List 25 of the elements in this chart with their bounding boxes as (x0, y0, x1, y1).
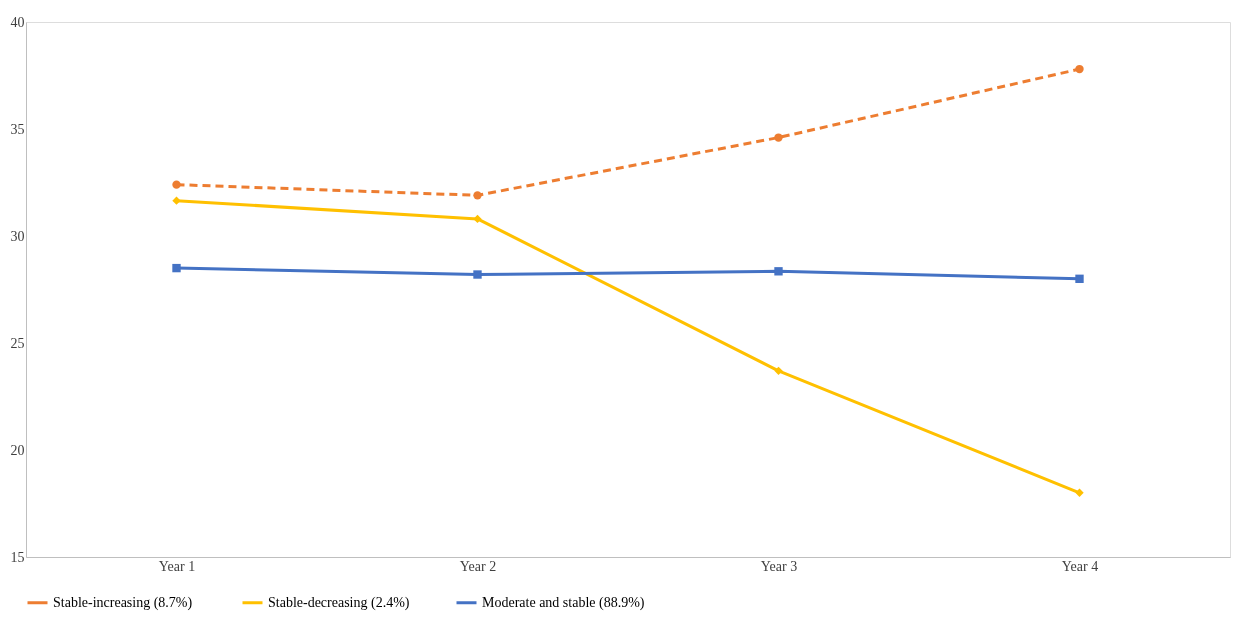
y-tick-label: 40 (10, 14, 25, 30)
point (172, 196, 181, 205)
point (1075, 64, 1084, 74)
point (473, 214, 482, 224)
x-tick-label: Year 3 (760, 558, 798, 574)
legend-label: Stable-increasing (8.7%) (53, 594, 193, 611)
y-tick-label: 15 (10, 549, 25, 565)
point (774, 133, 783, 142)
y-tick-label: 35 (10, 121, 25, 137)
point (473, 270, 482, 279)
point (774, 366, 783, 375)
point (1075, 488, 1084, 497)
point (172, 180, 181, 189)
y-tick-label: 30 (10, 228, 25, 244)
legend-label: Stable-decreasing (2.4%) (268, 594, 410, 611)
y-tick-label: 25 (10, 335, 25, 351)
y-tick-label: 20 (10, 442, 25, 458)
point (473, 191, 482, 200)
point (1075, 274, 1084, 283)
legend-label: Moderate and stable (88.9%) (482, 594, 645, 611)
x-tick-label: Year 4 (1061, 558, 1099, 574)
x-tick-label: Year 1 (158, 558, 196, 574)
point (774, 267, 783, 276)
point (172, 263, 181, 273)
x-tick-label: Year 2 (459, 558, 497, 574)
